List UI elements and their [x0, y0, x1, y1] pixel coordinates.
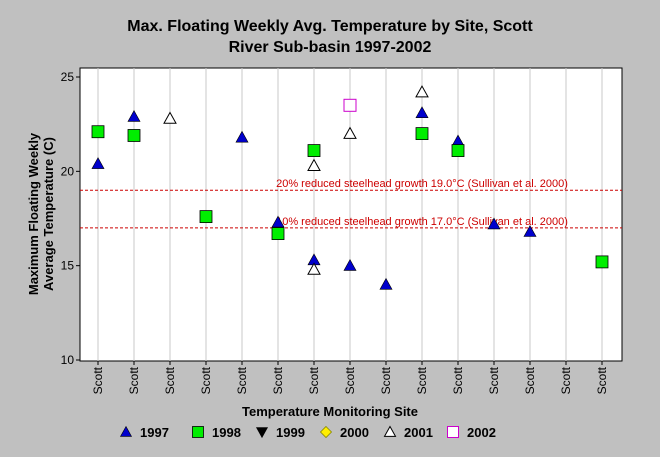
x-tick-label-8: Scott — [379, 366, 393, 394]
x-axis-ticks: Scott Scott Scott Scott Scott Scott Scott Scott… — [91, 361, 609, 394]
legend-label-1998: 1998 — [212, 425, 241, 440]
legend-marker-1997 — [119, 425, 133, 437]
point-2001-4 — [307, 158, 321, 171]
x-tick-label-13: Scott — [559, 366, 573, 394]
x-tick-label-14: Scott — [595, 366, 609, 394]
point-1998-2 — [199, 210, 213, 224]
point-1997-1 — [127, 110, 141, 122]
legend-label-2000: 2000 — [340, 425, 369, 440]
legend-marker-1999 — [255, 427, 269, 439]
x-tick-label-0: Scott — [91, 366, 105, 394]
grid-lines — [97, 68, 603, 361]
y-axis-title-line1: Maximum Floating Weekly — [26, 132, 41, 295]
legend-marker-2001 — [383, 425, 397, 437]
point-2002-0 — [343, 98, 357, 112]
x-tick-label-10: Scott — [451, 366, 465, 394]
x-axis-title: Temperature Monitoring Site — [242, 404, 418, 419]
legend-label-1999: 1999 — [276, 425, 305, 440]
point-1998-1 — [127, 129, 141, 142]
legend-label-1997: 1997 — [140, 425, 169, 440]
point-1997-0 — [91, 157, 105, 169]
legend: 1997 1998 1999 2000 2001 2002 — [119, 425, 496, 440]
x-tick-label-12: Scott — [523, 366, 537, 394]
x-tick-label-5: Scott — [271, 366, 285, 394]
legend-marker-1998 — [192, 426, 204, 438]
x-tick-label-2: Scott — [163, 366, 177, 394]
x-tick-label-9: Scott — [415, 366, 429, 394]
legend-label-2002: 2002 — [467, 425, 496, 440]
point-2001-2 — [343, 126, 357, 139]
x-tick-label-7: Scott — [343, 366, 357, 394]
plot-area — [79, 67, 623, 362]
reference-line-label-0: 20% reduced steelhead growth 19.0°C (Sul… — [276, 178, 568, 190]
y-axis-title-line2: Average Temperature (C) — [41, 137, 56, 291]
point-1997-3 — [271, 215, 285, 228]
x-tick-label-4: Scott — [235, 366, 249, 394]
point-2001-1 — [307, 262, 321, 275]
chart-title-line2: River Sub-basin 1997-2002 — [229, 39, 432, 56]
chart-title-line1: Max. Floating Weekly Avg. Temperature by… — [127, 18, 533, 35]
data-points — [91, 85, 609, 290]
x-tick-label-6: Scott — [307, 366, 321, 394]
point-1997-5 — [343, 259, 357, 271]
point-1997-9 — [487, 217, 501, 230]
y-tick-label-0: 10 — [61, 353, 75, 367]
point-1998-6 — [451, 144, 465, 157]
y-axis-ticks: 10 15 20 25 — [61, 70, 80, 367]
point-1998-7 — [595, 255, 609, 269]
point-1998-3 — [271, 227, 285, 240]
y-tick-label-1: 15 — [61, 259, 75, 273]
point-1997-10 — [523, 225, 537, 237]
point-1998-4 — [307, 144, 321, 157]
x-tick-label-3: Scott — [199, 366, 213, 394]
y-tick-label-3: 25 — [61, 70, 75, 84]
legend-marker-2000 — [319, 425, 333, 439]
point-1997-6 — [379, 277, 393, 290]
legend-label-2001: 2001 — [404, 425, 433, 440]
reference-line-label-1: 10% reduced steelhead growth 17.0°C (Sul… — [276, 216, 568, 228]
point-2001-3 — [415, 85, 429, 98]
legend-marker-2002 — [447, 426, 459, 438]
point-1997-7 — [415, 106, 429, 118]
x-tick-label-1: Scott — [127, 366, 141, 394]
point-1998-5 — [415, 127, 429, 140]
point-1998-0 — [91, 125, 105, 139]
point-1997-2 — [235, 130, 249, 143]
y-tick-label-2: 20 — [61, 164, 75, 178]
point-2001-0 — [163, 111, 177, 124]
x-tick-label-11: Scott — [487, 366, 501, 394]
